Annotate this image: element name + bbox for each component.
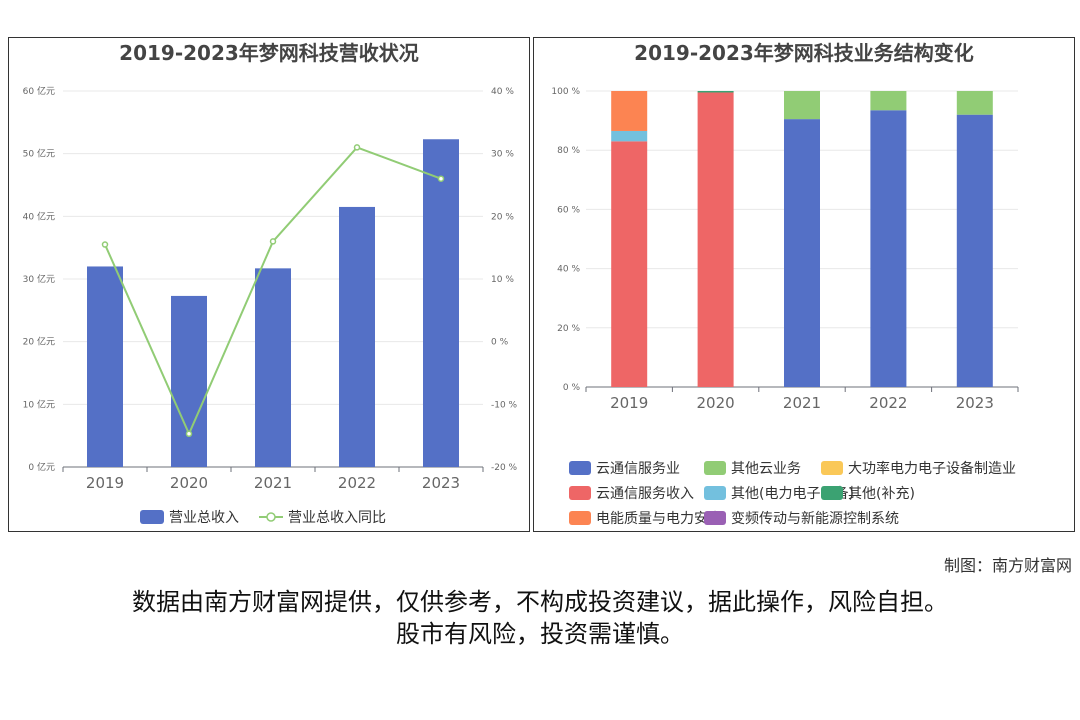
revenue-bar — [87, 266, 123, 467]
y-right-tick-label: 0 % — [491, 338, 509, 348]
y-tick-label: 20 % — [557, 324, 580, 334]
legend-swatch — [704, 511, 726, 525]
revenue-chart-panel: 2019-2023年梦网科技营收状况 0 亿元 -20 % 10 亿元 -10 % 20 … — [8, 37, 530, 532]
y-tick-label: 0 % — [563, 383, 581, 393]
x-tick-label: 2020 — [697, 394, 735, 412]
x-tick-label: 2020 — [170, 474, 208, 492]
y-right-tick-label: -20 % — [491, 463, 518, 473]
x-tick-label: 2022 — [869, 394, 907, 412]
business-structure-chart: 2019-2023年梦网科技业务结构变化 0 % 20 % 40 % 60 % 80 % 1… — [551, 41, 1019, 527]
y-tick-label: 60 % — [557, 205, 580, 215]
stacked-bar-segment — [611, 130, 648, 142]
y-tick-label: 80 % — [557, 146, 580, 156]
x-tick-label: 2023 — [956, 394, 994, 412]
chart-title: 2019-2023年梦网科技业务结构变化 — [634, 41, 974, 65]
legend-swatch — [821, 486, 843, 500]
legend-label: 云通信服务收入 — [596, 486, 694, 502]
x-tick-label: 2021 — [783, 394, 821, 412]
stacked-bar-segment — [956, 91, 993, 115]
stacked-bar-segment — [784, 119, 820, 388]
yoy-point — [101, 241, 109, 248]
legend-swatch — [569, 486, 591, 500]
y-left-tick-label: 50 亿元 — [23, 148, 55, 160]
y-right-tick-label: -10 % — [491, 400, 518, 410]
yoy-point — [437, 175, 445, 182]
chart-title: 2019-2023年梦网科技营收状况 — [119, 41, 419, 65]
legend-label: 其他云业务 — [731, 461, 801, 477]
y-right-tick-label: 30 % — [491, 150, 514, 160]
stacked-bar-segment — [611, 141, 648, 387]
stacked-bar-segment — [956, 114, 993, 388]
stacked-bar-segment — [870, 91, 907, 111]
x-tick-label: 2021 — [254, 474, 292, 492]
y-tick-label: 40 % — [557, 265, 580, 275]
y-tick-label: 100 % — [551, 87, 580, 97]
business-structure-chart-panel: 2019-2023年梦网科技业务结构变化 0 % 20 % 40 % 60 % 80 % 1… — [533, 37, 1075, 532]
x-tick-label: 2019 — [86, 474, 124, 492]
legend-label-revenue: 营业总收入 — [169, 510, 239, 526]
legend-swatch-yoy-marker — [266, 512, 276, 522]
legend-label: 电能质量与电力安全 — [596, 510, 722, 527]
x-tick-label: 2022 — [338, 474, 376, 492]
yoy-point — [353, 144, 361, 151]
y-left-tick-label: 60 亿元 — [23, 85, 55, 97]
revenue-bar — [339, 206, 375, 467]
legend-label-yoy: 营业总收入同比 — [288, 510, 386, 526]
disclaimer-line-2: 股市有风险，投资需谨慎。 — [396, 620, 684, 648]
revenue-bar — [255, 268, 291, 467]
y-right-tick-label: 40 % — [491, 87, 514, 97]
legend-label: 其他(补充) — [848, 486, 915, 502]
disclaimer-line-1: 数据由南方财富网提供，仅供参考，不构成投资建议，据此操作，风险自担。 — [132, 588, 948, 616]
revenue-bar — [171, 295, 207, 467]
x-tick-label: 2019 — [610, 394, 648, 412]
chart-credit: 制图：南方财富网 — [943, 556, 1072, 575]
legend-swatch — [569, 511, 591, 525]
revenue-bar — [423, 139, 459, 467]
yoy-point — [185, 430, 193, 438]
y-left-tick-label: 10 亿元 — [23, 398, 55, 410]
legend-label: 云通信服务业 — [596, 461, 680, 477]
stacked-bar-segment — [697, 92, 734, 388]
y-right-tick-label: 20 % — [491, 212, 514, 222]
legend-swatch — [704, 461, 726, 475]
stacked-bar-segment — [697, 91, 734, 93]
y-left-tick-label: 20 亿元 — [23, 336, 55, 348]
legend-label: 变频传动与新能源控制系统 — [731, 511, 899, 527]
legend-swatch — [704, 486, 726, 500]
legend-label: 大功率电力电子设备制造业 — [848, 460, 1016, 477]
stacked-bar-segment — [784, 91, 820, 120]
legend-swatch — [569, 461, 591, 475]
legend-swatch — [821, 461, 843, 475]
yoy-point — [269, 238, 277, 245]
revenue-chart: 2019-2023年梦网科技营收状况 0 亿元 -20 % 10 亿元 -10 % 20 … — [23, 41, 518, 526]
stacked-bar-segment — [611, 91, 648, 131]
stacked-bar-segment — [870, 110, 907, 388]
legend-swatch-revenue — [140, 510, 164, 524]
y-left-tick-label: 0 亿元 — [28, 461, 55, 473]
x-tick-label: 2023 — [422, 474, 460, 492]
y-left-tick-label: 40 亿元 — [23, 210, 55, 222]
y-left-tick-label: 30 亿元 — [23, 273, 55, 285]
y-right-tick-label: 10 % — [491, 275, 514, 285]
